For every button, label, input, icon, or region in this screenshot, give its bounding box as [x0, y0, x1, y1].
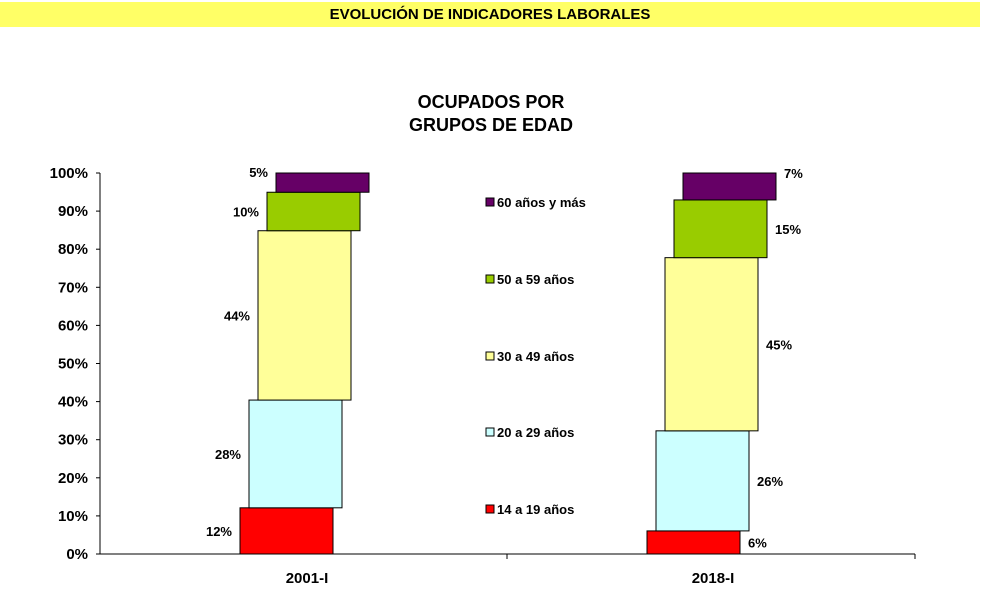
legend-label: 60 años y más: [497, 195, 586, 210]
bar-segment: [257, 230, 352, 401]
chart-title-line-1: OCUPADOS POR: [418, 92, 565, 112]
x-category-label: 2018-I: [692, 570, 735, 587]
y-tick-label: 0%: [66, 546, 88, 563]
chart-title-line-2: GRUPOS DE EDAD: [409, 115, 573, 135]
y-tick-label: 80%: [58, 241, 88, 258]
bar-segment: [655, 430, 750, 532]
data-label: 7%: [784, 166, 803, 181]
data-label: 12%: [206, 524, 232, 539]
data-label: 45%: [766, 337, 792, 352]
data-label: 28%: [215, 447, 241, 462]
x-category-label: 2001-I: [286, 570, 329, 587]
legend-swatch: [485, 274, 495, 284]
bar-segment: [646, 530, 741, 555]
data-label: 44%: [224, 308, 250, 323]
header-title: EVOLUCIÓN DE INDICADORES LABORALES: [329, 6, 651, 23]
data-label: 6%: [748, 535, 767, 550]
y-tick-label: 10%: [58, 508, 88, 525]
legend-swatch: [485, 351, 495, 361]
legend-swatch: [485, 504, 495, 514]
legend-label: 30 a 49 años: [497, 349, 574, 364]
data-label: 5%: [249, 165, 268, 180]
y-tick-label: 20%: [58, 470, 88, 487]
data-label: 10%: [233, 204, 259, 219]
bar-segment: [664, 257, 759, 432]
bar-segment: [266, 191, 361, 232]
y-tick-label: 30%: [58, 432, 88, 449]
y-tick-label: 60%: [58, 317, 88, 334]
y-tick-label: 50%: [58, 356, 88, 373]
y-tick-label: 100%: [50, 165, 88, 182]
data-label: 26%: [757, 474, 783, 489]
bar-segment: [275, 172, 370, 193]
bar-segment: [248, 399, 343, 509]
header-banner: EVOLUCIÓN DE INDICADORES LABORALES: [0, 2, 980, 27]
y-tick-label: 90%: [58, 203, 88, 220]
legend-swatch: [485, 197, 495, 207]
data-label: 15%: [775, 222, 801, 237]
legend-label: 20 a 29 años: [497, 425, 574, 440]
bar-segment: [682, 172, 777, 201]
bar-segment: [239, 507, 334, 555]
bar-segment: [673, 199, 768, 259]
y-tick-label: 40%: [58, 394, 88, 411]
legend-label: 50 a 59 años: [497, 272, 574, 287]
legend-label: 14 a 19 años: [497, 502, 574, 517]
legend-swatch: [485, 427, 495, 437]
y-tick-label: 70%: [58, 279, 88, 296]
